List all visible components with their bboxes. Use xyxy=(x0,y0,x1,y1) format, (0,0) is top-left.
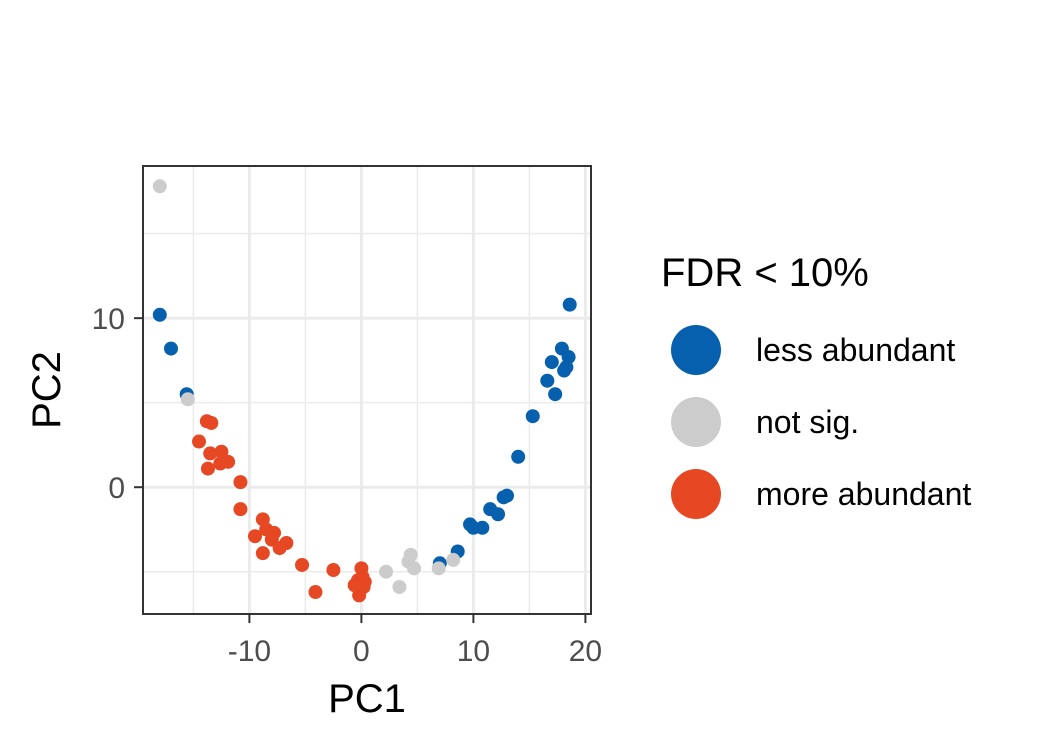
data-point xyxy=(431,561,446,576)
data-point xyxy=(192,434,206,449)
y-axis-title: PC2 xyxy=(25,351,69,429)
legend-key xyxy=(671,325,721,375)
legend: FDR < 10% less abundant not sig. more abun… xyxy=(661,251,971,519)
data-point xyxy=(544,355,559,370)
legend-label: more abundant xyxy=(756,476,971,512)
data-point xyxy=(214,444,229,459)
x-axis-ticks: -10 0 10 20 xyxy=(228,614,602,668)
data-point xyxy=(562,297,577,312)
data-point xyxy=(500,488,514,503)
y-tick-label: 10 xyxy=(92,303,125,336)
data-point xyxy=(403,547,418,562)
legend-key xyxy=(671,469,721,519)
data-point xyxy=(152,179,167,194)
data-point xyxy=(379,564,394,579)
data-point xyxy=(164,341,178,356)
data-point xyxy=(392,579,407,594)
y-axis-ticks: 0 10 xyxy=(92,303,143,505)
legend-label: less abundant xyxy=(756,332,955,368)
data-points xyxy=(152,179,577,603)
y-tick-label: 0 xyxy=(108,472,125,505)
data-point xyxy=(233,502,248,517)
x-tick-label: 20 xyxy=(569,635,602,668)
legend-title: FDR < 10% xyxy=(661,251,869,295)
legend-label: not sig. xyxy=(756,404,859,440)
data-point xyxy=(248,529,262,544)
data-point xyxy=(561,350,576,365)
data-point xyxy=(475,520,490,535)
x-tick-label: -10 xyxy=(228,635,271,668)
data-point xyxy=(511,449,526,464)
legend-key xyxy=(671,397,721,447)
data-point xyxy=(525,409,540,424)
x-tick-label: 10 xyxy=(457,635,490,668)
data-point xyxy=(221,454,236,469)
data-point xyxy=(255,546,270,561)
data-point xyxy=(540,373,555,388)
data-point xyxy=(204,415,219,430)
data-point xyxy=(180,392,195,407)
data-point xyxy=(295,557,310,572)
data-point xyxy=(233,475,248,490)
panel-border xyxy=(142,165,592,615)
data-point xyxy=(267,525,282,540)
data-point xyxy=(548,387,563,402)
data-point xyxy=(200,461,215,476)
data-point xyxy=(491,507,506,522)
data-point xyxy=(203,446,218,461)
data-point xyxy=(308,585,323,600)
major-gridlines xyxy=(143,166,591,614)
panel-background xyxy=(143,166,591,614)
data-point xyxy=(152,307,167,322)
x-tick-label: 0 xyxy=(353,635,370,668)
data-point xyxy=(279,535,294,550)
data-point xyxy=(407,561,422,576)
data-point xyxy=(357,574,372,589)
x-axis-title: PC1 xyxy=(328,677,406,721)
data-point xyxy=(326,563,341,578)
data-point xyxy=(446,552,461,567)
minor-gridlines xyxy=(143,166,591,614)
